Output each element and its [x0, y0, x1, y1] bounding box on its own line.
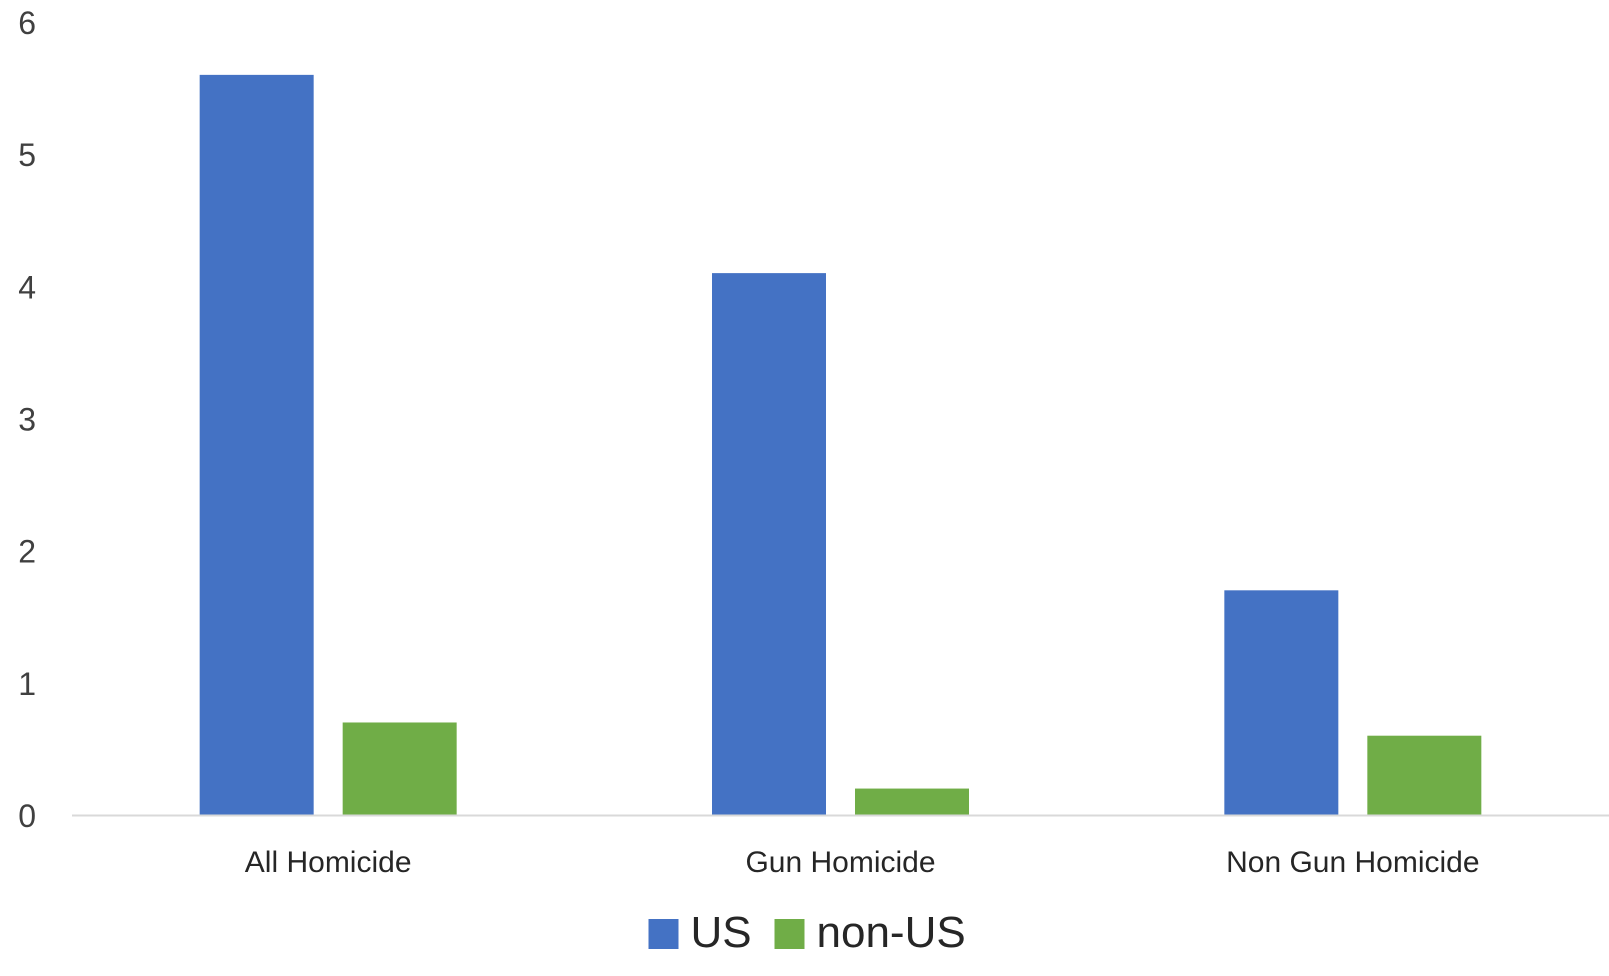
x-category-label: All Homicide [245, 846, 412, 879]
bars [199, 74, 1482, 815]
bar-us-1 [712, 273, 826, 815]
y-tick-label: 0 [18, 798, 36, 834]
bar-non-us-0 [342, 722, 457, 815]
x-category-label: Non Gun Homicide [1226, 846, 1479, 879]
bar-non-us-1 [855, 788, 969, 815]
y-axis-ticks: 0 1 2 3 4 5 6 [18, 5, 36, 834]
y-tick-label: 4 [18, 269, 36, 305]
legend-swatch [774, 919, 805, 949]
y-tick-label: 1 [18, 666, 36, 702]
legend-label: non-US [817, 908, 966, 957]
bar-us-2 [1224, 590, 1339, 815]
y-tick-label: 3 [18, 402, 36, 438]
category-labels: All Homicide Gun Homicide Non Gun Homicide [245, 846, 1480, 879]
legend-swatch [648, 919, 679, 949]
x-category-label: Gun Homicide [745, 846, 935, 879]
bar-us-0 [199, 74, 314, 815]
legend-label: US [691, 908, 752, 957]
legend: US non-US [648, 908, 966, 957]
y-tick-label: 6 [18, 5, 36, 41]
y-tick-label: 5 [18, 137, 36, 173]
bar-non-us-2 [1367, 735, 1482, 815]
y-tick-label: 2 [18, 534, 36, 570]
